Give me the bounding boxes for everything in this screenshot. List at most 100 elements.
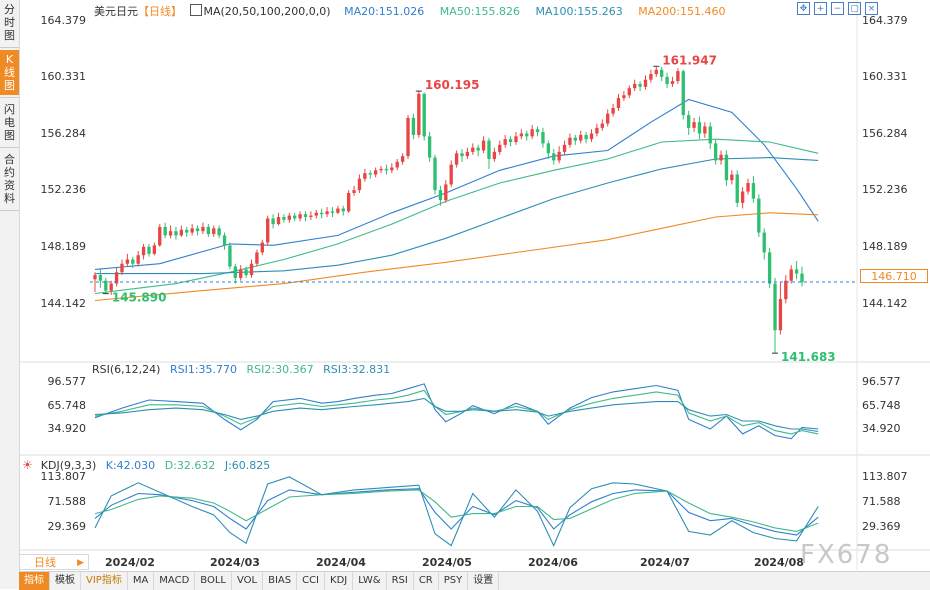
candle-body: [341, 208, 345, 212]
candle-body: [670, 81, 675, 84]
indicator-item-vol[interactable]: VOL: [232, 572, 264, 590]
candle-body: [530, 129, 534, 137]
sidebar-divider: [0, 47, 19, 48]
candle-body: [616, 98, 621, 109]
indicator-item-psy[interactable]: PSY: [439, 572, 469, 590]
candle-body: [276, 217, 281, 225]
extreme-label: 145.890: [112, 291, 167, 305]
y-tick-label-right: 113.807: [862, 470, 908, 483]
y-tick-label-right: 160.331: [862, 70, 908, 83]
y-tick-label-right: 144.142: [862, 297, 908, 310]
candle-body: [228, 245, 232, 267]
indicator-item-kdj[interactable]: KDJ: [325, 572, 354, 590]
candle-body: [395, 161, 399, 168]
expand-icon[interactable]: ✥: [797, 2, 810, 15]
candle-body: [579, 134, 583, 141]
y-tick-label-left: 113.807: [41, 470, 87, 483]
candle-body: [427, 136, 432, 158]
indicator-item-bias[interactable]: BIAS: [263, 572, 298, 590]
candle-body: [244, 269, 248, 276]
symbol-name: 美元日元: [94, 5, 138, 18]
x-tick-label: 2024/08: [754, 556, 804, 569]
sidebar-tab-0[interactable]: 分时图: [4, 3, 15, 42]
candle-body: [114, 272, 119, 284]
kdj-label[interactable]: KDJ(9,3,3): [40, 459, 97, 472]
y-tick-label-left: 152.236: [41, 183, 87, 196]
period-label: 日线: [34, 556, 56, 569]
zoom-out-icon[interactable]: −: [831, 2, 844, 15]
candle-body: [665, 76, 669, 84]
extreme-label: 160.195: [425, 78, 480, 92]
candle-body: [185, 229, 189, 233]
candle-body: [519, 133, 524, 137]
candle-body: [465, 151, 470, 157]
candle-body: [697, 122, 702, 134]
template-tab[interactable]: 模板: [50, 572, 81, 590]
candle-body: [239, 269, 243, 278]
indicator-item-ma[interactable]: MA: [128, 572, 155, 590]
indicator-item-cr[interactable]: CR: [414, 572, 439, 590]
candle-body: [498, 144, 502, 152]
restore-icon[interactable]: ▢: [848, 2, 861, 15]
settings-button[interactable]: 设置: [468, 572, 500, 590]
candle-body: [379, 168, 383, 171]
indicator-bar: 指标 模板 VIP指标 MA MACD BOLL VOL BIAS CCI KDJ LW& RS…: [19, 571, 930, 590]
candle-body: [168, 231, 173, 236]
candle-body: [719, 154, 723, 161]
candle-body: [681, 71, 685, 116]
vip-indicator-tab[interactable]: VIP指标: [81, 572, 128, 590]
settings-sun-icon[interactable]: ☀: [22, 458, 33, 472]
candle-body: [778, 299, 783, 331]
sidebar-divider: [0, 147, 19, 148]
candle-body: [120, 263, 124, 273]
indicator-item-cci[interactable]: CCI: [297, 572, 326, 590]
watermark: FX678: [800, 540, 893, 570]
rsi-line-rsi2: [94, 389, 819, 435]
period-tag: 【日线】: [138, 5, 182, 18]
candle-body: [346, 192, 351, 212]
x-tick-label: 2024/07: [640, 556, 690, 569]
candle-body: [373, 170, 378, 175]
candle-body: [773, 283, 777, 331]
zoom-in-icon[interactable]: +: [814, 2, 827, 15]
candle-body: [573, 137, 578, 141]
ma-label[interactable]: MA(20,50,100,200,0,0): [203, 5, 331, 18]
sidebar-tab-3[interactable]: 合约资料: [4, 153, 15, 205]
candle-body: [557, 151, 561, 161]
indicator-item-boll[interactable]: BOLL: [195, 572, 232, 590]
ma-line-ma50: [94, 138, 819, 295]
indicator-item-lw[interactable]: LW&: [353, 572, 387, 590]
rsi-label[interactable]: RSI(6,12,24): [92, 363, 161, 376]
y-tick-label-right: 65.748: [862, 399, 901, 412]
y-tick-label-right: 164.379: [862, 14, 908, 27]
close-icon[interactable]: ×: [865, 2, 878, 15]
candle-body: [649, 74, 653, 80]
x-tick-label: 2024/04: [316, 556, 366, 569]
sidebar-tab-2[interactable]: 闪电图: [4, 103, 15, 142]
candle-body: [147, 246, 151, 254]
indicator-item-rsi[interactable]: RSI: [387, 572, 414, 590]
candle-body: [330, 211, 335, 213]
candle-body: [449, 164, 453, 185]
k-value: K:42.030: [105, 459, 156, 472]
candle-body: [384, 168, 389, 171]
candle-body: [141, 246, 146, 256]
sidebar-divider: [0, 97, 19, 98]
rsi-line-rsi3: [94, 397, 819, 433]
candle-body: [660, 69, 664, 77]
candle-body: [179, 229, 184, 236]
ma-settings-icon[interactable]: [189, 4, 202, 16]
candle-body: [98, 275, 103, 281]
candle-body: [767, 252, 772, 284]
indicator-tab[interactable]: 指标: [19, 572, 50, 590]
candle-body: [136, 255, 140, 264]
candle-body: [611, 108, 615, 114]
candle-body: [314, 212, 318, 216]
x-tick-label: 2024/05: [422, 556, 472, 569]
candle-body: [460, 153, 464, 157]
period-selector[interactable]: 日线 ▶: [19, 554, 89, 570]
candle-body: [287, 215, 291, 220]
indicator-item-macd[interactable]: MACD: [154, 572, 196, 590]
y-tick-label-left: 65.748: [48, 399, 87, 412]
